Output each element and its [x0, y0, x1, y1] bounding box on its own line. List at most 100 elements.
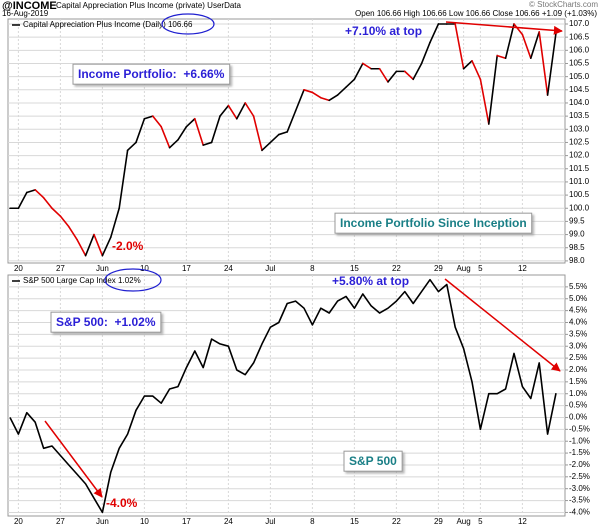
date: 16-Aug-2019: [2, 9, 49, 18]
y-tick-label: 2.5%: [569, 353, 587, 362]
annotation: S&P 500: +1.02%: [56, 315, 156, 329]
y-tick-label: 98.0: [569, 256, 585, 265]
x-tick-label: 27: [56, 517, 65, 526]
x-tick-label: 10: [140, 517, 149, 526]
credit: © StockCharts.com: [529, 0, 598, 9]
line-segment: [269, 133, 280, 144]
annotation: -4.0%: [106, 496, 138, 510]
annotation: +7.10% at top: [345, 24, 422, 38]
line-segment: [319, 96, 331, 102]
annotation-box: [50, 311, 162, 333]
line-segment: [261, 141, 272, 152]
y-tick-label: 100.5: [569, 190, 590, 199]
y-tick-label: 101.5: [569, 164, 590, 173]
line-segment: [471, 60, 482, 81]
x-tick-label: 24: [224, 517, 233, 526]
y-tick-label: 105.5: [569, 59, 590, 68]
y-tick-label: 0.0%: [569, 413, 587, 422]
arrow: [44, 420, 103, 498]
x-tick-label: Aug: [456, 517, 470, 526]
y-tick-label: -1.0%: [569, 436, 590, 445]
annotation: +5.80% at top: [332, 274, 409, 288]
y-tick-label: 106.0: [569, 45, 590, 54]
x-tick-label: Jul: [265, 517, 275, 526]
line-segment: [17, 191, 28, 210]
x-tick-label: 20: [14, 517, 23, 526]
line-segment: [294, 89, 305, 112]
y-tick-label: -3.5%: [569, 496, 590, 505]
line-segment: [51, 207, 62, 217]
x-tick-label: Jun: [96, 264, 109, 273]
line-segment: [219, 104, 230, 117]
y-tick-label: -3.0%: [569, 484, 590, 493]
line-segment: [110, 207, 120, 239]
line-segment: [286, 110, 297, 133]
x-tick-label: 8: [310, 264, 315, 273]
line-segment: [504, 23, 515, 60]
line-segment: [252, 115, 263, 152]
arrow: [444, 278, 561, 372]
x-tick-label: 29: [434, 517, 443, 526]
y-tick-label: 0.5%: [569, 401, 587, 410]
line-segment: [101, 236, 112, 257]
line-segment: [496, 54, 507, 60]
line-segment: [126, 141, 137, 152]
line-segment: [311, 91, 322, 99]
y-tick-label: 101.0: [569, 177, 590, 186]
x-tick-label: 5: [478, 264, 483, 273]
arrow: [445, 21, 563, 35]
y-tick-label: 4.5%: [569, 306, 587, 315]
line-segment: [118, 149, 129, 210]
line-segment: [345, 78, 356, 88]
annotation-box: [343, 450, 403, 472]
y-tick-label: 99.0: [569, 230, 585, 239]
x-tick-label: 5: [478, 517, 483, 526]
line-segment: [378, 67, 389, 83]
y-tick-label: 100.0: [569, 203, 590, 212]
line-segment: [177, 125, 188, 141]
line-segment: [303, 89, 314, 94]
y-tick-label: -4.0%: [569, 508, 590, 517]
line-segment: [546, 32, 557, 96]
line-segment: [336, 86, 347, 96]
line-segment: [454, 23, 465, 70]
line-segment: [361, 62, 373, 70]
line-segment: [210, 115, 221, 144]
line-segment: [152, 115, 162, 128]
line-segment: [160, 125, 171, 149]
line-segment: [25, 189, 37, 194]
x-tick-label: Jun: [96, 517, 109, 526]
x-tick-label: 17: [182, 264, 191, 273]
line-segment: [68, 225, 78, 241]
line-segment: [244, 102, 255, 117]
line-segment: [227, 104, 238, 120]
line-segment: [143, 115, 154, 120]
x-tick-label: 8: [310, 517, 315, 526]
line-segment: [529, 31, 541, 60]
line-segment: [168, 139, 179, 149]
y-tick-label: 1.0%: [569, 389, 587, 398]
y-tick-label: -0.5%: [569, 424, 590, 433]
annotation-box: [334, 212, 533, 234]
line-segment: [487, 54, 499, 125]
legend-name: S&P 500 Large Cap Index: [23, 276, 116, 285]
description: Capital Appreciation Plus Income (privat…: [56, 1, 242, 10]
y-tick-label: 4.0%: [569, 318, 587, 327]
y-tick-label: 103.5: [569, 111, 590, 120]
x-tick-label: 12: [518, 517, 527, 526]
highlight-ellipse: [161, 13, 215, 35]
x-tick-label: 22: [392, 517, 401, 526]
y-tick-label: -2.0%: [569, 460, 590, 469]
x-tick-label: 12: [518, 264, 527, 273]
line-segment: [93, 233, 104, 257]
y-tick-label: 107.0: [569, 19, 590, 28]
x-tick-label: Aug: [456, 264, 470, 273]
line-segment: [479, 78, 490, 125]
legend-name: Capital Appreciation Plus Income (Daily): [23, 20, 166, 29]
line-segment: [185, 117, 196, 128]
quote: Open 106.66 High 106.66 Low 106.66 Close…: [355, 9, 597, 18]
legend-entry: Capital Appreciation Plus Income (Daily)…: [23, 20, 193, 29]
y-tick-label: 104.5: [569, 85, 590, 94]
line-segment: [513, 23, 524, 36]
